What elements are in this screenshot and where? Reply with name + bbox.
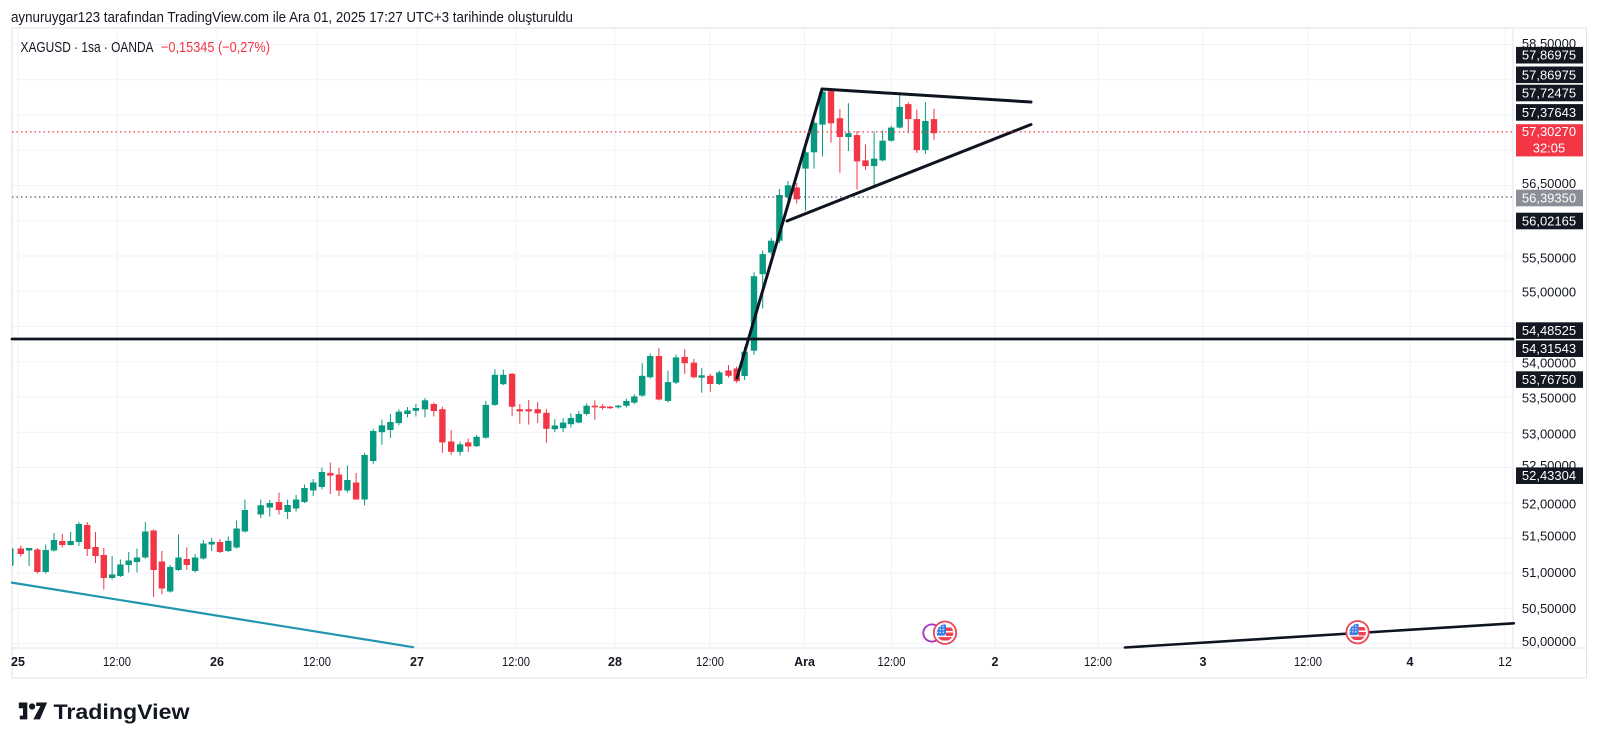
svg-text:57,86975: 57,86975 <box>1522 67 1576 82</box>
svg-text:4: 4 <box>1407 655 1414 669</box>
svg-text:50,00000: 50,00000 <box>1522 634 1576 649</box>
svg-text:aynuruygar123 tarafından Tradi: aynuruygar123 tarafından TradingView.com… <box>11 9 573 26</box>
svg-text:12:00: 12:00 <box>502 655 530 669</box>
svg-text:50,50000: 50,50000 <box>1522 601 1576 616</box>
svg-text:12:00: 12:00 <box>1084 655 1112 669</box>
svg-text:12:00: 12:00 <box>1294 655 1322 669</box>
svg-text:28: 28 <box>608 655 622 669</box>
svg-text:54,31543: 54,31543 <box>1522 341 1576 356</box>
svg-text:2: 2 <box>992 655 999 669</box>
svg-text:TradingView: TradingView <box>54 700 190 724</box>
svg-text:25: 25 <box>11 655 25 669</box>
svg-text:52,43304: 52,43304 <box>1522 468 1576 483</box>
svg-text:53,50000: 53,50000 <box>1522 391 1576 406</box>
svg-text:51,50000: 51,50000 <box>1522 528 1576 543</box>
svg-text:12: 12 <box>1498 655 1512 669</box>
svg-text:26: 26 <box>210 655 224 669</box>
svg-text:12:00: 12:00 <box>303 655 331 669</box>
svg-text:XAGUSD · 1sa · OANDA: XAGUSD · 1sa · OANDA <box>21 40 154 56</box>
svg-text:56,02165: 56,02165 <box>1522 214 1576 229</box>
svg-text:−0,15345 (−0,27%): −0,15345 (−0,27%) <box>161 40 270 56</box>
svg-text:12:00: 12:00 <box>696 655 724 669</box>
svg-text:27: 27 <box>410 655 424 669</box>
svg-text:51,00000: 51,00000 <box>1522 565 1576 580</box>
svg-text:57,86975: 57,86975 <box>1522 48 1576 63</box>
svg-text:3: 3 <box>1200 655 1207 669</box>
svg-text:52,00000: 52,00000 <box>1522 496 1576 511</box>
svg-text:57,72475: 57,72475 <box>1522 86 1576 101</box>
svg-text:54,48525: 54,48525 <box>1522 323 1576 338</box>
svg-text:57,30270: 57,30270 <box>1522 124 1576 139</box>
svg-text:55,50000: 55,50000 <box>1522 251 1576 266</box>
svg-text:57,37643: 57,37643 <box>1522 105 1576 120</box>
svg-text:53,00000: 53,00000 <box>1522 426 1576 441</box>
svg-text:12:00: 12:00 <box>878 655 906 669</box>
svg-text:56,39350: 56,39350 <box>1522 191 1576 206</box>
svg-text:55,00000: 55,00000 <box>1522 285 1576 300</box>
svg-text:56,50000: 56,50000 <box>1522 176 1576 191</box>
svg-text:53,76750: 53,76750 <box>1522 372 1576 387</box>
svg-text:Ara: Ara <box>794 655 816 669</box>
svg-text:54,00000: 54,00000 <box>1522 356 1576 371</box>
svg-text:12:00: 12:00 <box>103 655 131 669</box>
svg-text:32:05: 32:05 <box>1533 140 1566 155</box>
